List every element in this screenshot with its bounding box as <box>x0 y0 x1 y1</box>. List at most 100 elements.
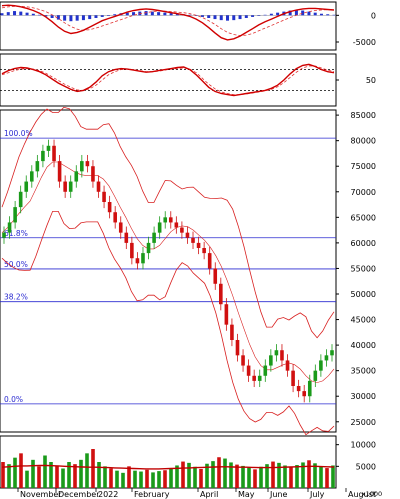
volume-bar <box>97 462 101 488</box>
volume-bar <box>259 466 263 488</box>
x-axis-label: August <box>348 490 376 499</box>
x-axis-label: February <box>134 490 170 499</box>
bollinger-middle-band <box>1 161 335 383</box>
candle-body <box>107 202 112 213</box>
candle-body <box>230 324 234 340</box>
candle-body <box>280 350 284 361</box>
candle-body <box>85 161 90 167</box>
candle-body <box>113 212 117 223</box>
fibonacci-level-label: 50.0% <box>4 260 28 269</box>
x-axis-label: November <box>20 490 62 499</box>
macd-histogram-bar <box>94 15 98 18</box>
macd-histogram-bar <box>238 15 242 20</box>
x-axis-label: July <box>309 490 325 499</box>
candle-body <box>296 386 301 392</box>
volume-bar <box>319 466 323 488</box>
volume-bar <box>265 464 269 488</box>
volume-bar <box>253 469 257 488</box>
price-ytick-label: 70000 <box>351 188 376 197</box>
volume-bar <box>7 464 11 488</box>
x-axis-label: 2022 <box>98 490 118 499</box>
bollinger-upper-band <box>1 106 335 339</box>
candle-body <box>235 340 240 356</box>
macd-histogram-bar <box>163 12 167 16</box>
macd-histogram-bar <box>244 15 248 18</box>
candle-body <box>146 242 151 254</box>
candle-body <box>246 365 251 376</box>
macd-histogram-bar <box>144 11 148 16</box>
candle-body <box>96 181 101 192</box>
candle-body <box>319 360 323 371</box>
volume-bar <box>61 468 65 488</box>
candle-body <box>130 242 134 259</box>
macd-histogram-bar <box>100 15 104 17</box>
candle-body <box>91 166 95 182</box>
volume-bar <box>139 471 143 488</box>
candle-body <box>285 360 290 371</box>
price-ytick-label: 50000 <box>351 290 376 299</box>
candle-body <box>257 375 262 381</box>
volume-bar <box>301 462 305 488</box>
volume-bar <box>193 466 197 488</box>
candle-body <box>124 232 129 243</box>
volume-bar <box>181 461 185 488</box>
candle-body <box>213 268 218 284</box>
macd-histogram-bar <box>207 15 211 18</box>
rsi-ytick-label: 50 <box>366 76 376 85</box>
volume-bar <box>313 463 317 488</box>
volume-frame <box>0 435 337 489</box>
macd-histogram-bar <box>6 12 10 16</box>
macd-histogram-bar <box>132 12 136 16</box>
macd-histogram-bar <box>251 15 255 17</box>
volume-bar <box>277 462 281 488</box>
candle-body <box>80 161 84 172</box>
price-ytick-label: 55000 <box>351 264 376 273</box>
candle-body <box>263 365 268 376</box>
candle-body <box>57 161 62 182</box>
bollinger-lower-band <box>1 210 335 436</box>
candle-body <box>324 355 329 361</box>
price-ytick-label: 25000 <box>351 418 376 427</box>
volume-bar <box>307 460 311 488</box>
candle-body <box>7 222 12 233</box>
volume-bar <box>223 458 227 488</box>
volume-moving-average <box>1 464 335 470</box>
volume-bar <box>37 466 41 488</box>
macd-histogram-bar <box>332 14 336 16</box>
macd-histogram-bar <box>81 15 85 21</box>
macd-histogram-bar <box>169 13 173 16</box>
price-ytick-label: 45000 <box>351 316 376 325</box>
macd-line <box>1 4 335 41</box>
x-axis-label: December <box>58 490 100 499</box>
candle-body <box>219 283 223 305</box>
volume-bar <box>73 464 77 488</box>
candle-body <box>168 217 173 223</box>
candle-body <box>13 207 17 223</box>
price-ytick-label: 80000 <box>351 137 376 146</box>
volume-bar <box>157 471 161 488</box>
volume-bar <box>127 466 131 488</box>
macd-histogram-bar <box>106 15 110 16</box>
macd-histogram-bar <box>113 14 117 16</box>
volume-bar <box>283 465 287 488</box>
candle-body <box>102 191 106 202</box>
volume-bar <box>43 455 47 488</box>
macd-ytick-label: -5000 <box>353 38 376 47</box>
macd-histogram-bar <box>232 15 236 21</box>
candle-body <box>52 145 56 162</box>
macd-histogram-bar <box>63 15 67 21</box>
macd-histogram-bar <box>307 11 311 16</box>
candle-body <box>207 253 212 269</box>
x-axis-label: May <box>238 490 255 499</box>
macd-frame <box>0 1 337 51</box>
volume-bar <box>217 457 221 488</box>
macd-histogram-bar <box>25 12 29 16</box>
candle-body <box>313 370 318 381</box>
candle-body <box>2 232 6 238</box>
fibonacci-level-label: 0.0% <box>4 395 23 404</box>
candle-body <box>202 248 206 254</box>
volume-bar <box>115 470 119 488</box>
macd-histogram-bar <box>200 15 204 17</box>
candle-body <box>63 181 67 192</box>
